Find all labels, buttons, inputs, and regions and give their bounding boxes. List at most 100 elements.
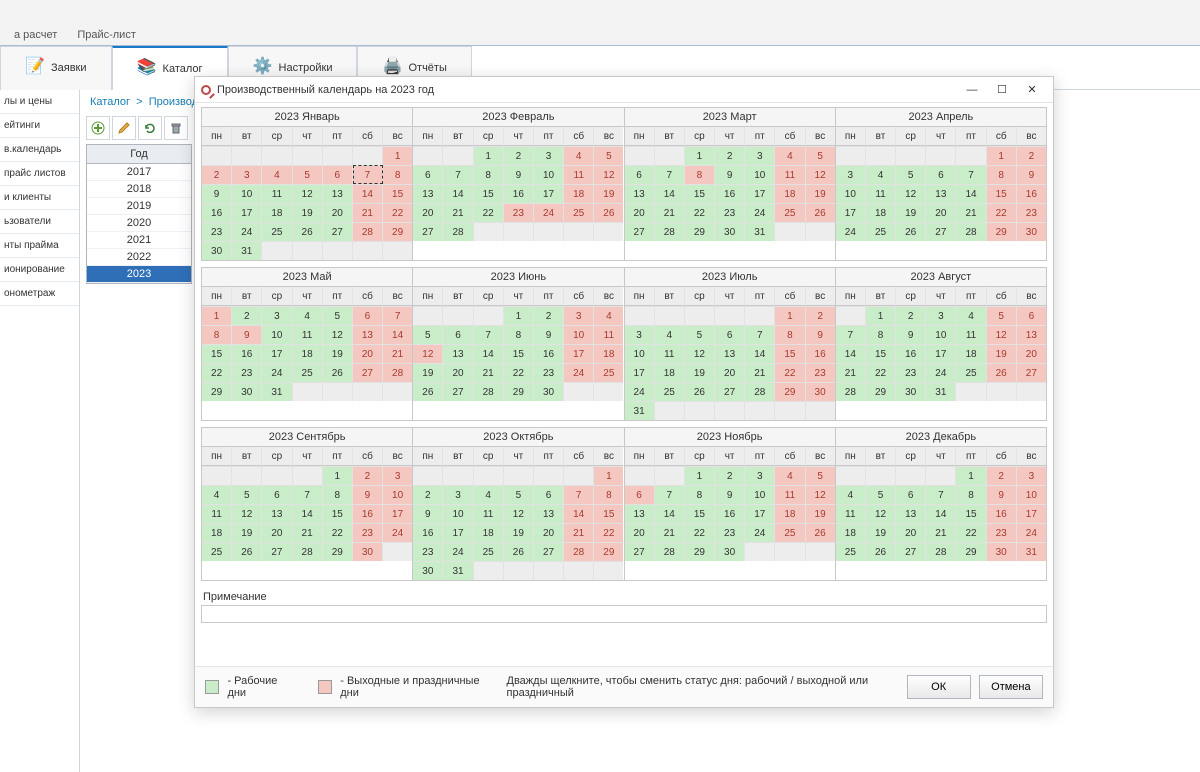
day-cell[interactable]: 1: [323, 466, 353, 485]
day-cell[interactable]: 30: [353, 542, 383, 561]
day-cell[interactable]: 18: [202, 523, 232, 542]
day-cell[interactable]: 9: [353, 485, 383, 504]
day-cell[interactable]: 26: [866, 542, 896, 561]
day-cell[interactable]: 3: [836, 165, 866, 184]
day-cell[interactable]: 29: [685, 222, 715, 241]
day-cell[interactable]: 13: [413, 184, 443, 203]
day-cell[interactable]: 10: [1017, 485, 1046, 504]
day-cell[interactable]: 21: [353, 203, 383, 222]
day-cell[interactable]: 10: [534, 165, 564, 184]
day-cell[interactable]: 24: [564, 363, 594, 382]
day-cell[interactable]: 5: [594, 146, 623, 165]
day-cell[interactable]: 8: [987, 165, 1017, 184]
sidebar-item-2[interactable]: в.календарь: [0, 138, 79, 162]
day-cell[interactable]: 16: [896, 344, 926, 363]
day-cell[interactable]: 28: [474, 382, 504, 401]
year-row-2023[interactable]: 2023: [87, 266, 191, 283]
day-cell[interactable]: 27: [625, 542, 655, 561]
day-cell[interactable]: 22: [987, 203, 1017, 222]
day-cell[interactable]: 28: [443, 222, 473, 241]
day-cell[interactable]: 8: [685, 485, 715, 504]
day-cell[interactable]: 24: [625, 382, 655, 401]
day-cell[interactable]: 10: [836, 184, 866, 203]
day-cell[interactable]: 16: [1017, 184, 1046, 203]
day-cell[interactable]: 29: [594, 542, 623, 561]
day-cell[interactable]: 6: [715, 325, 745, 344]
day-cell[interactable]: 7: [655, 485, 685, 504]
day-cell[interactable]: 24: [262, 363, 292, 382]
day-cell[interactable]: 16: [504, 184, 534, 203]
day-cell[interactable]: 14: [383, 325, 412, 344]
day-cell[interactable]: 17: [443, 523, 473, 542]
day-cell[interactable]: 25: [594, 363, 623, 382]
day-cell[interactable]: 3: [232, 165, 262, 184]
day-cell[interactable]: 6: [625, 165, 655, 184]
day-cell[interactable]: 21: [564, 523, 594, 542]
day-cell[interactable]: 22: [775, 363, 805, 382]
day-cell[interactable]: 27: [896, 542, 926, 561]
day-cell[interactable]: 24: [836, 222, 866, 241]
day-cell[interactable]: 12: [987, 325, 1017, 344]
day-cell[interactable]: 24: [745, 203, 775, 222]
day-cell[interactable]: 26: [806, 523, 835, 542]
day-cell[interactable]: 10: [564, 325, 594, 344]
day-cell[interactable]: 12: [806, 165, 835, 184]
cancel-button[interactable]: Отмена: [979, 675, 1043, 699]
day-cell[interactable]: 24: [926, 363, 956, 382]
day-cell[interactable]: 9: [715, 485, 745, 504]
delete-button[interactable]: [164, 116, 188, 140]
day-cell[interactable]: 15: [685, 504, 715, 523]
day-cell[interactable]: 7: [956, 165, 986, 184]
day-cell[interactable]: 4: [836, 485, 866, 504]
day-cell[interactable]: 30: [202, 241, 232, 260]
day-cell[interactable]: 3: [625, 325, 655, 344]
day-cell[interactable]: 25: [293, 363, 323, 382]
day-cell[interactable]: 21: [474, 363, 504, 382]
day-cell[interactable]: 29: [383, 222, 412, 241]
day-cell[interactable]: 8: [202, 325, 232, 344]
day-cell[interactable]: 23: [232, 363, 262, 382]
day-cell[interactable]: 22: [594, 523, 623, 542]
day-cell[interactable]: 10: [745, 165, 775, 184]
day-cell[interactable]: 12: [685, 344, 715, 363]
day-cell[interactable]: 13: [353, 325, 383, 344]
day-cell[interactable]: 1: [202, 306, 232, 325]
day-cell[interactable]: 6: [926, 165, 956, 184]
day-cell[interactable]: 22: [685, 203, 715, 222]
refresh-button[interactable]: [138, 116, 162, 140]
day-cell[interactable]: 5: [987, 306, 1017, 325]
day-cell[interactable]: 21: [655, 203, 685, 222]
day-cell[interactable]: 4: [564, 146, 594, 165]
day-cell[interactable]: 8: [594, 485, 623, 504]
day-cell[interactable]: 11: [655, 344, 685, 363]
day-cell[interactable]: 3: [534, 146, 564, 165]
day-cell[interactable]: 20: [625, 203, 655, 222]
day-cell[interactable]: 10: [443, 504, 473, 523]
edit-button[interactable]: [112, 116, 136, 140]
day-cell[interactable]: 10: [625, 344, 655, 363]
day-cell[interactable]: 28: [745, 382, 775, 401]
day-cell[interactable]: 14: [655, 184, 685, 203]
day-cell[interactable]: 3: [564, 306, 594, 325]
day-cell[interactable]: 5: [293, 165, 323, 184]
day-cell[interactable]: 12: [413, 344, 443, 363]
day-cell[interactable]: 16: [353, 504, 383, 523]
day-cell[interactable]: 6: [1017, 306, 1046, 325]
day-cell[interactable]: 26: [594, 203, 623, 222]
day-cell[interactable]: 17: [262, 344, 292, 363]
day-cell[interactable]: 25: [836, 542, 866, 561]
day-cell[interactable]: 20: [926, 203, 956, 222]
day-cell[interactable]: 9: [987, 485, 1017, 504]
day-cell[interactable]: 4: [775, 146, 805, 165]
day-cell[interactable]: 1: [987, 146, 1017, 165]
day-cell[interactable]: 18: [775, 184, 805, 203]
day-cell[interactable]: 8: [866, 325, 896, 344]
day-cell[interactable]: 29: [956, 542, 986, 561]
day-cell[interactable]: 30: [534, 382, 564, 401]
day-cell[interactable]: 9: [413, 504, 443, 523]
day-cell[interactable]: 21: [443, 203, 473, 222]
day-cell[interactable]: 26: [323, 363, 353, 382]
day-cell[interactable]: 14: [474, 344, 504, 363]
close-button[interactable]: ✕: [1017, 79, 1047, 101]
day-cell[interactable]: 13: [1017, 325, 1046, 344]
